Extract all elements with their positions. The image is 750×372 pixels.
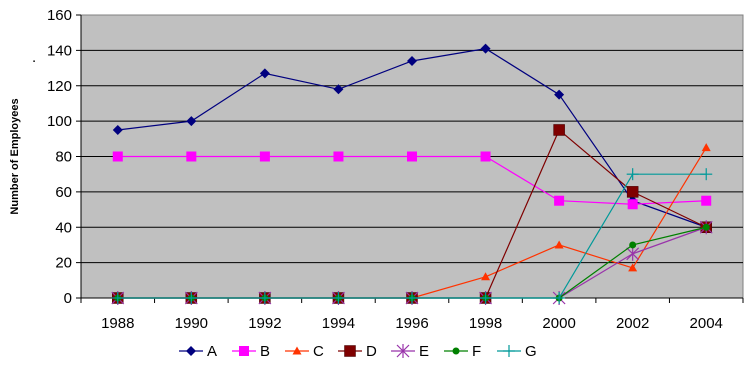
series-a-point xyxy=(480,43,491,54)
series-c-point xyxy=(701,143,711,152)
series-f-point xyxy=(702,223,710,231)
legend-marker-c xyxy=(292,346,302,355)
y-axis-ticks: 0 20 40 60 80 100 120 140 160 xyxy=(47,7,743,307)
legend-item-c: C xyxy=(285,343,324,360)
y-tick-label: 0 xyxy=(64,290,72,307)
series-b-point xyxy=(112,151,123,162)
series-d-point xyxy=(553,124,565,136)
x-axis-ticks: 1988 1990 1992 1994 1996 1998 2000 2002 2004 xyxy=(80,298,744,332)
series-b-point xyxy=(259,151,270,162)
series-g-point xyxy=(185,292,198,304)
series-b-point xyxy=(554,195,565,206)
series-b-point xyxy=(407,151,417,162)
x-tick-label: 2002 xyxy=(616,315,649,332)
y-tick-label: 100 xyxy=(47,113,72,130)
legend-item-g: G xyxy=(497,343,537,360)
legend-marker-f xyxy=(452,347,460,355)
series-g-point xyxy=(406,292,418,304)
x-tick-label: 2000 xyxy=(542,315,575,332)
legend-item-a: A xyxy=(179,343,217,360)
legend: A B C D E F G xyxy=(179,343,537,360)
y-tick-label: 120 xyxy=(47,78,72,95)
series-d-point xyxy=(626,186,639,198)
series-g-point xyxy=(700,168,713,181)
x-tick-label: 1988 xyxy=(101,315,134,332)
legend-marker-a xyxy=(186,346,196,356)
series-a-point xyxy=(259,68,270,79)
series-g-point xyxy=(332,292,345,304)
series-g-point xyxy=(258,292,271,304)
x-tick-label: 1990 xyxy=(175,315,208,332)
series-a-point xyxy=(333,84,344,95)
y-tick-label: 20 xyxy=(55,255,72,272)
x-tick-label: 1998 xyxy=(469,315,502,332)
y-tick-label: 160 xyxy=(47,7,72,24)
legend-item-f: F xyxy=(444,343,481,360)
x-tick-label: 1994 xyxy=(322,315,355,332)
legend-label-e: E xyxy=(419,343,429,360)
series-b-point xyxy=(480,151,491,162)
series-c-point xyxy=(554,240,564,249)
stray-mark: . xyxy=(32,49,36,66)
series-b-point xyxy=(333,151,344,162)
legend-marker-g xyxy=(503,345,515,357)
series-c-point xyxy=(481,272,491,281)
legend-label-c: C xyxy=(313,343,324,360)
series-g xyxy=(111,168,713,304)
legend-item-e: E xyxy=(391,343,429,360)
legend-item-d: D xyxy=(338,343,377,360)
series-g-point xyxy=(626,168,639,181)
y-tick-label: 60 xyxy=(55,184,72,201)
y-axis-title: Number of Employees xyxy=(9,98,21,214)
legend-marker-b xyxy=(239,346,249,356)
series-a-point xyxy=(112,124,123,135)
y-tick-label: 80 xyxy=(55,149,72,166)
legend-marker-d xyxy=(344,345,356,357)
series-b-point xyxy=(701,195,712,206)
series-b-point xyxy=(186,151,197,162)
series-lines xyxy=(111,43,713,305)
y-tick-label: 140 xyxy=(47,42,72,59)
x-tick-label: 2004 xyxy=(690,315,723,332)
legend-label-g: G xyxy=(525,343,537,360)
x-tick-label: 1992 xyxy=(248,315,281,332)
legend-item-b: B xyxy=(232,343,270,360)
series-a-point xyxy=(407,55,417,66)
series-g-point xyxy=(553,292,566,304)
series-g-point xyxy=(111,292,124,304)
legend-label-d: D xyxy=(366,343,377,360)
x-tick-label: 1996 xyxy=(395,315,428,332)
legend-label-a: A xyxy=(207,343,217,360)
series-g-point xyxy=(479,292,492,304)
series-a-point xyxy=(186,116,197,127)
y-tick-label: 40 xyxy=(55,219,72,236)
series-f-point xyxy=(629,241,637,249)
legend-marker-e xyxy=(396,344,410,358)
legend-label-f: F xyxy=(472,343,481,360)
series-b xyxy=(112,151,712,210)
series-b-point xyxy=(627,199,638,210)
legend-label-b: B xyxy=(260,343,270,360)
series-c-point xyxy=(628,263,638,272)
series-a-point xyxy=(554,89,565,100)
series-e-point xyxy=(626,246,640,261)
